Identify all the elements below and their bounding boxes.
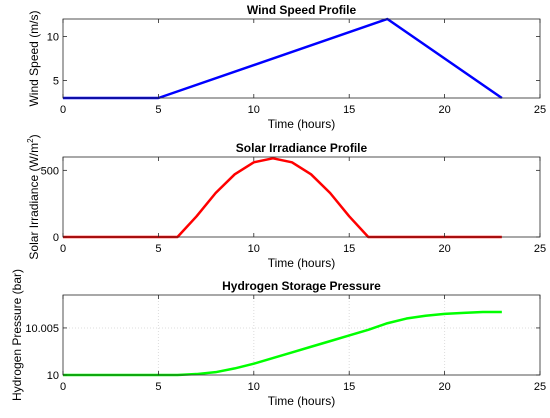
- chart-panel-2: 0 5 10 15 20 25 0 500 Solar Irradiance Profile Ti…: [26, 134, 546, 270]
- x-tick-label: 0: [60, 381, 66, 393]
- axes-box: [62, 294, 541, 376]
- x-tick-label: 10: [248, 104, 260, 116]
- x-tick-label: 5: [155, 381, 161, 393]
- x-tick-label: 20: [438, 104, 450, 116]
- chart-title: Solar Irradiance Profile: [236, 141, 368, 155]
- x-tick-label: 5: [155, 243, 161, 255]
- y-axis-label: Solar Irradiance (W/m2): [26, 134, 41, 259]
- y-tick-label: 10: [47, 32, 59, 44]
- y-axis-label: Hydrogen Pressure (bar): [10, 269, 24, 401]
- plot-area: [63, 19, 540, 98]
- series-line-1: [63, 310, 502, 377]
- y-tick-label: 10: [47, 370, 59, 382]
- y-tick-label: 500: [41, 165, 59, 177]
- chart-title: Wind Speed Profile: [247, 3, 357, 17]
- x-tick-label: 25: [534, 243, 546, 255]
- x-tick-label: 10: [248, 243, 260, 255]
- x-axis-label: Time (hours): [268, 117, 336, 131]
- x-tick-label: 0: [60, 104, 66, 116]
- x-tick-label: 5: [155, 104, 161, 116]
- x-tick-label: 15: [343, 381, 355, 393]
- x-tick-label: 15: [343, 243, 355, 255]
- x-tick-label: 25: [534, 104, 546, 116]
- x-axis-label: Time (hours): [268, 394, 336, 408]
- y-tick-label: 5: [53, 75, 59, 87]
- y-axis-label: Wind Speed (m/s): [27, 10, 41, 106]
- axes-box: [62, 156, 541, 238]
- y-tick-label: 10.005: [25, 323, 59, 335]
- x-tick-label: 20: [438, 381, 450, 393]
- axes-box: [62, 18, 541, 99]
- series-line-1: [63, 157, 502, 239]
- x-tick-label: 25: [534, 381, 546, 393]
- chart-panel-3: 0 5 10 15 20 25 10 10.005 Hydrogen Storage Press…: [10, 269, 546, 408]
- x-tick-label: 15: [343, 104, 355, 116]
- chart-panel-1: 0 5 10 15 20 25 5 10 Wind Speed Profile Time (hou…: [27, 3, 546, 131]
- x-axis-label: Time (hours): [268, 256, 336, 270]
- x-tick-label: 10: [248, 381, 260, 393]
- x-tick-label: 20: [438, 243, 450, 255]
- plot-area: [63, 157, 540, 237]
- chart-title: Hydrogen Storage Pressure: [222, 279, 381, 293]
- x-tick-label: 0: [60, 243, 66, 255]
- y-tick-label: 0: [53, 232, 59, 244]
- plot-area: [63, 295, 540, 375]
